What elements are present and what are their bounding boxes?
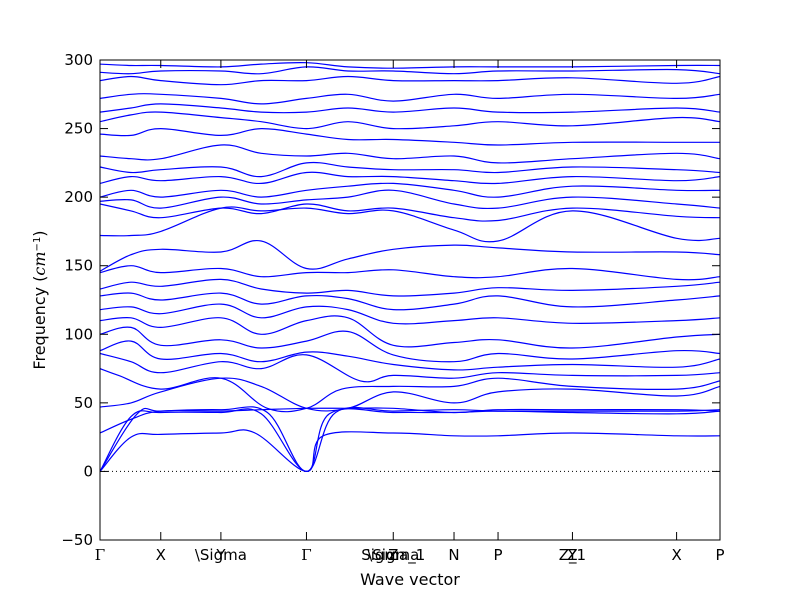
band-line-25 (100, 93, 720, 105)
band-line-17 (100, 189, 720, 210)
band-line-27 (100, 66, 720, 75)
y-axis-title: Frequency (cm−1) (30, 230, 49, 369)
band-line-3 (100, 407, 720, 434)
x-tick-label: Z_1 (559, 546, 586, 565)
x-axis-title: Wave vector (360, 570, 460, 589)
y-tick-label: 300 (64, 51, 93, 69)
band-line-8 (100, 326, 720, 363)
x-tick-label: X (156, 546, 166, 564)
y-tick-label: 150 (64, 257, 93, 275)
y-tick-label: 200 (64, 188, 93, 206)
band-line-16 (100, 203, 720, 222)
x-tick-label: N (448, 546, 459, 564)
x-tick-label: Y (215, 546, 226, 564)
x-tick-label: Y (567, 546, 578, 564)
y-tick-label: 100 (64, 325, 93, 343)
y-axis-title-exponent: −1 (32, 237, 43, 252)
y-axis-title-text: Frequency ( (30, 276, 49, 370)
band-line-1 (100, 408, 720, 473)
band-line-18 (100, 182, 720, 198)
bands-layer (100, 61, 720, 473)
band-line-6 (100, 352, 720, 383)
band-line-10 (100, 303, 720, 325)
x-tick-label: \Sigma (367, 546, 419, 564)
band-line-11 (100, 292, 720, 311)
y-tick-label: −50 (61, 531, 93, 549)
band-line-20 (100, 161, 720, 178)
x-tick-label: P (715, 546, 724, 564)
y-axis-title-close: ) (30, 230, 49, 236)
band-line-23 (100, 111, 720, 130)
band-line-21 (100, 144, 720, 164)
y-axis-title-unit: cm (30, 251, 49, 275)
x-tick-label: X (671, 546, 681, 564)
band-line-13 (100, 265, 720, 281)
y-tick-label: 250 (64, 120, 93, 138)
band-line-4 (100, 377, 720, 412)
y-axis-ticks: −50 0 50 100 150 200 250 300 (61, 51, 720, 549)
x-tick-label: Z (388, 546, 398, 564)
band-line-7 (100, 340, 720, 371)
plot-frame (99, 59, 721, 541)
x-tick-label: P (494, 546, 503, 564)
band-line-12 (100, 278, 720, 297)
y-tick-label: 0 (83, 462, 93, 480)
x-tick-label: Γ (95, 546, 105, 564)
band-line-14 (100, 239, 720, 272)
band-line-5 (100, 368, 720, 413)
y-tick-label: 50 (74, 394, 93, 412)
band-line-19 (100, 171, 720, 185)
band-line-0 (100, 429, 720, 473)
x-tick-label: Γ (301, 546, 311, 564)
x-tick-label: \Sigma (195, 546, 247, 564)
band-line-9 (100, 315, 720, 349)
band-line-15 (100, 206, 720, 243)
x-tick-label: Sigma_1 (361, 546, 425, 565)
band-line-22 (100, 127, 720, 146)
x-tick-label: Z (567, 546, 577, 564)
band-line-24 (100, 103, 720, 114)
band-line-26 (100, 75, 720, 86)
